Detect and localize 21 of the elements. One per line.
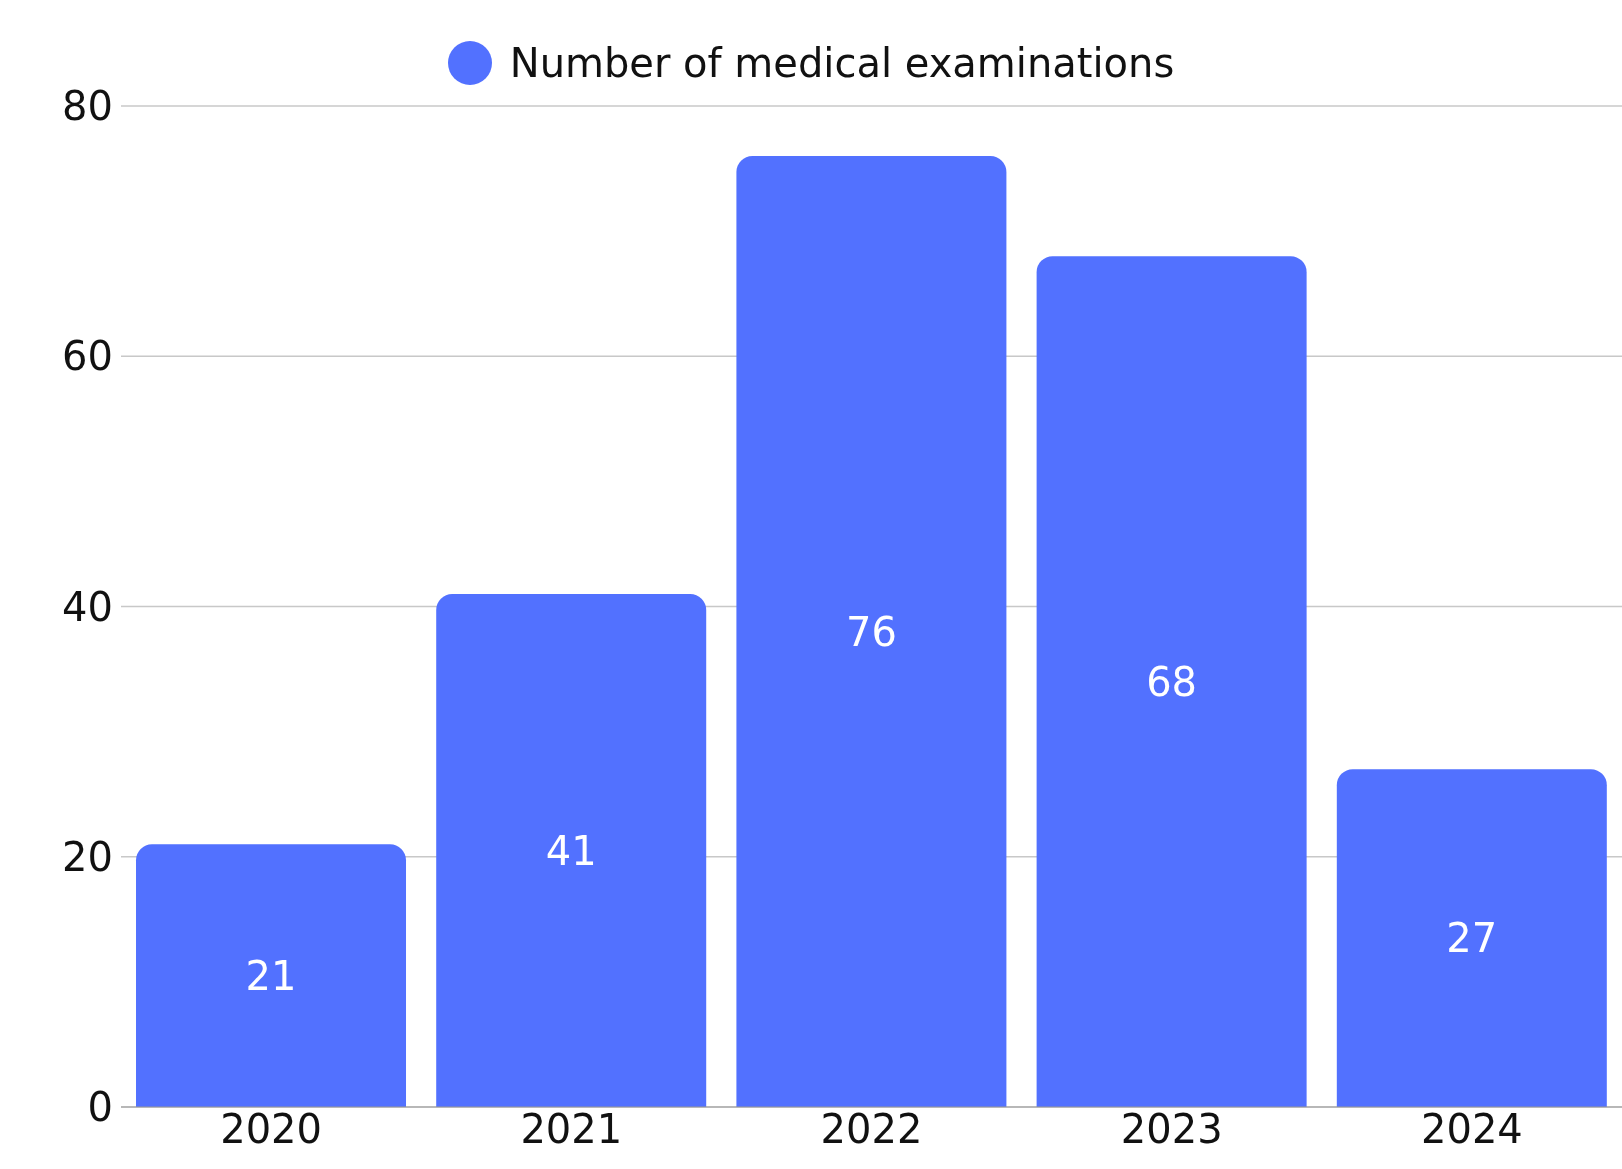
bar [736,156,1007,1107]
y-tick-label: 60 [62,333,113,380]
y-tick-label: 0 [87,1084,113,1131]
x-tick-label: 2021 [520,1106,623,1153]
y-tick-label: 80 [62,83,113,130]
data-label: 76 [845,608,897,655]
y-tick-label: 40 [62,583,113,630]
data-label: 27 [1446,915,1498,962]
x-tick-label: 2024 [1421,1106,1523,1153]
bar [1336,769,1607,1107]
bar [136,844,407,1107]
bar [1036,256,1307,1107]
x-tick-label: 2020 [220,1106,322,1153]
legend-label: Number of medical examinations [509,40,1175,86]
data-label: 21 [245,952,297,999]
x-tick-label: 2023 [1120,1106,1223,1153]
data-label: 68 [1146,658,1198,705]
x-tick-label: 2022 [820,1106,923,1153]
y-tick-label: 20 [62,833,113,880]
data-label: 41 [545,827,597,874]
bar [436,593,707,1107]
